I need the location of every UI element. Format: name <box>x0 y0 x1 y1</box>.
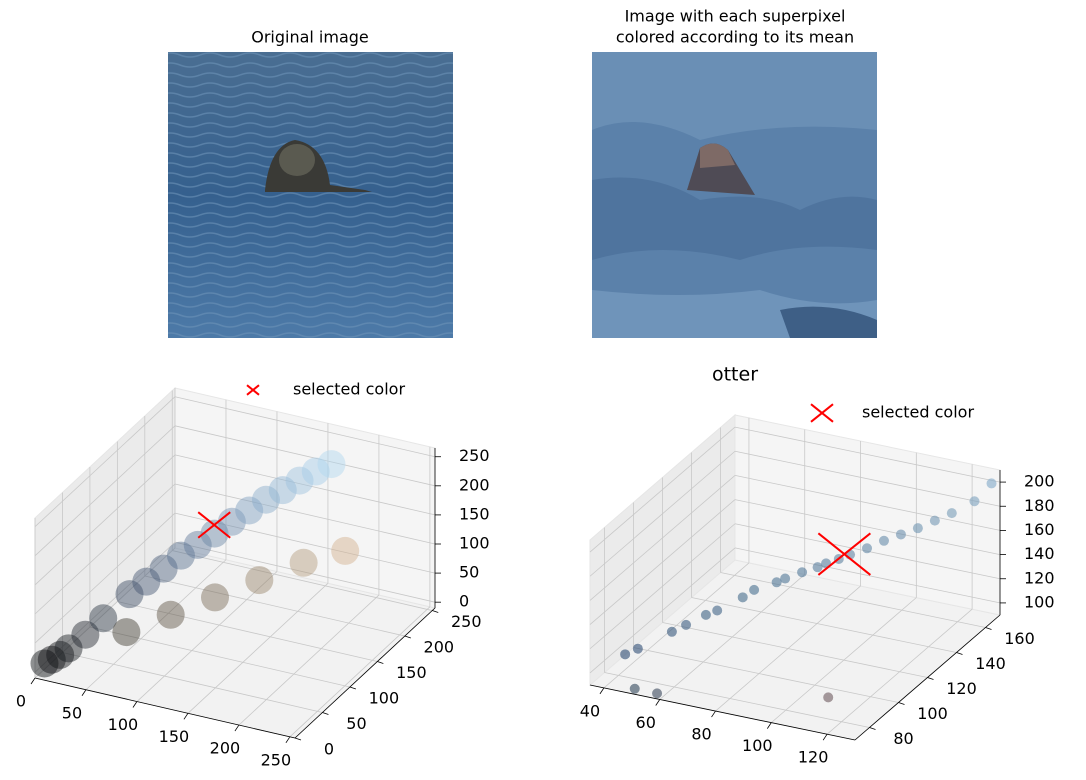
point <box>667 627 677 637</box>
point <box>681 620 691 630</box>
tick-mark <box>322 713 328 715</box>
tick-mark <box>928 678 934 680</box>
point <box>930 516 940 526</box>
point <box>987 478 997 488</box>
z-tick-label: 150 <box>459 504 490 523</box>
tick-mark <box>986 628 992 630</box>
x-tick-label: 0 <box>16 692 26 711</box>
point <box>701 610 711 620</box>
point <box>633 644 643 654</box>
y-tick-label: 200 <box>424 638 455 657</box>
z-tick-label: 250 <box>459 446 490 465</box>
x-tick-label: 100 <box>742 736 773 755</box>
x-tick-label: 200 <box>210 739 241 758</box>
x-tick-label: 80 <box>691 725 711 744</box>
point <box>652 688 662 698</box>
tick-mark <box>870 728 876 730</box>
tick-mark <box>899 703 905 705</box>
point <box>862 543 872 553</box>
z-tick-label: 100 <box>459 534 490 553</box>
y-tick-label: 80 <box>893 729 913 748</box>
z-tick-label: 200 <box>459 475 490 494</box>
tick-mark <box>600 688 604 694</box>
original-image <box>168 52 453 338</box>
point <box>317 450 345 478</box>
tick-mark <box>823 734 827 740</box>
y-tick-label: 100 <box>917 704 948 723</box>
point <box>245 566 273 594</box>
tick-mark <box>405 636 411 638</box>
point <box>896 529 906 539</box>
point <box>913 523 923 533</box>
x-tick-label: 100 <box>108 715 139 734</box>
x-tick-label: 60 <box>636 713 656 732</box>
point <box>290 549 318 577</box>
y-tick-label: 140 <box>975 654 1006 673</box>
legend-label: selected color <box>862 403 974 422</box>
point <box>620 649 630 659</box>
point <box>749 585 759 595</box>
point <box>712 605 722 615</box>
tick-mark <box>184 713 188 719</box>
tick-mark <box>656 699 660 705</box>
point <box>331 537 359 565</box>
chart-title: otter <box>712 364 758 386</box>
image-title: Image with each superpixel <box>625 7 846 26</box>
x-tick-label: 250 <box>261 750 292 769</box>
point <box>780 574 790 584</box>
tick-mark <box>286 737 290 743</box>
point <box>947 508 957 518</box>
point <box>630 684 640 694</box>
x-tick-label: 50 <box>62 703 82 722</box>
point <box>157 601 185 629</box>
z-tick-label: 0 <box>459 592 469 611</box>
tick-mark <box>377 662 383 664</box>
z-tick-label: 180 <box>1024 496 1055 515</box>
y-tick-label: 150 <box>396 663 427 682</box>
y-tick-label: 160 <box>1004 629 1035 648</box>
point <box>969 496 979 506</box>
z-tick-label: 120 <box>1024 568 1055 587</box>
tick-mark <box>767 723 771 729</box>
image-title: colored according to its mean <box>616 28 854 47</box>
point <box>879 536 889 546</box>
point <box>797 567 807 577</box>
point <box>738 592 748 602</box>
z-tick-label: 140 <box>1024 544 1055 563</box>
tick-mark <box>235 725 239 731</box>
z-tick-label: 50 <box>459 563 479 582</box>
point <box>112 618 140 646</box>
tick-mark <box>957 653 963 655</box>
tick-mark <box>82 690 86 696</box>
y-tick-label: 100 <box>369 689 400 708</box>
superpixel-image <box>592 52 877 338</box>
tick-mark <box>712 711 716 717</box>
point <box>823 692 833 702</box>
z-tick-label: 200 <box>1024 472 1055 491</box>
legend-marker <box>811 404 833 422</box>
image-title: Original image <box>251 28 369 47</box>
legend-label: selected color <box>293 380 405 399</box>
tick-mark <box>31 678 35 684</box>
z-tick-label: 100 <box>1024 592 1055 611</box>
x-tick-label: 40 <box>580 701 600 720</box>
x-tick-label: 120 <box>798 748 829 767</box>
y-tick-label: 0 <box>324 740 334 759</box>
tick-mark <box>295 738 301 740</box>
tick-mark <box>350 687 356 689</box>
point <box>201 583 229 611</box>
y-tick-label: 250 <box>451 612 482 631</box>
y-tick-label: 50 <box>346 714 366 733</box>
legend-marker <box>247 385 259 395</box>
tick-mark <box>432 611 438 613</box>
z-tick-label: 160 <box>1024 520 1055 539</box>
y-tick-label: 120 <box>946 679 977 698</box>
x-tick-label: 150 <box>159 727 190 746</box>
tick-mark <box>133 702 137 708</box>
figure: Original image Image with each superpixe… <box>0 0 1086 776</box>
